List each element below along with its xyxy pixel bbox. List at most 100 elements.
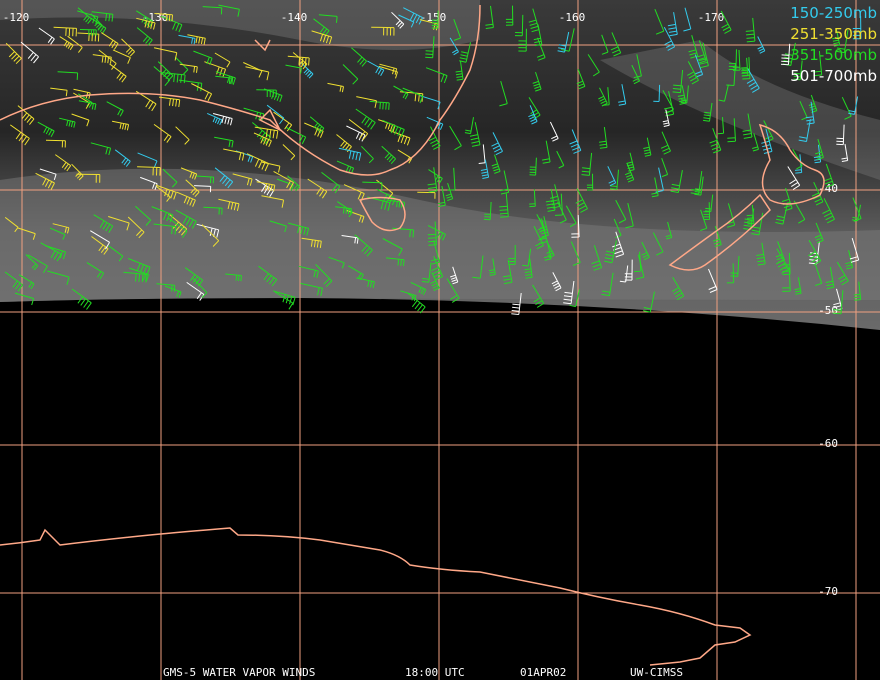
footer-text: GMS-5 WATER VAPOR WINDS [163,666,315,679]
wind-barb [545,240,555,259]
wind-barb [633,54,642,79]
wind-barb [287,55,310,66]
footer: GMS-5 WATER VAPOR WINDS 18:00 UTC 01APR02 U… [163,666,683,679]
wind-barb [253,132,272,148]
wind-barb [321,172,341,194]
wind-barb [388,199,406,209]
wind-barb [313,18,330,37]
wind-barb [232,173,253,186]
wind-barb [77,32,100,42]
wind-barb [254,126,279,139]
wind-barb [157,61,174,82]
wind-barb [195,175,215,184]
wind-barb [430,272,440,291]
wind-barb [59,36,74,51]
wind-barb [53,26,77,37]
wind-barb [836,124,845,146]
wind-barb [505,5,514,26]
wind-barb [663,26,676,51]
wind-barb [269,220,287,233]
wind-barb [775,241,785,263]
latitude-label: -50 [818,304,838,317]
wind-barb [273,170,294,190]
wind-barb [651,177,659,198]
wind-barb [798,119,811,142]
wind-barb [670,170,683,193]
wind-barb [91,11,114,22]
wind-barb [428,126,441,150]
wind-barb [528,105,538,125]
wind-barb [218,4,240,17]
wind-barb [112,120,130,131]
wind-barb [665,221,673,240]
wind-barb [718,84,729,102]
wind-barb [823,163,834,188]
wind-barb [514,14,524,37]
wind-barb [73,92,91,109]
wind-barb [565,205,577,228]
wind-barb [44,245,67,260]
footer-text: 01APR02 [520,666,566,679]
wind-barb [445,182,454,201]
wind-barb [346,125,366,142]
wind-barb [398,14,415,28]
wind-barb [549,121,559,142]
wind-barb [708,268,718,293]
wind-barb [853,281,862,301]
wind-barb [712,225,722,248]
wind-barb [10,124,30,146]
wind-barb [447,167,456,191]
wind-barb [47,270,70,285]
wind-barb [569,129,582,154]
wind-barb [775,248,790,274]
wind-barb [135,205,152,226]
wind-barb [808,94,818,113]
wind-barb [153,123,172,143]
wind-barb [815,138,824,160]
wind-barb [808,241,820,265]
wind-barb [274,291,294,310]
wind-barb [635,254,645,280]
wind-barb [371,26,395,36]
wind-barb [587,54,600,77]
wind-barb [787,166,801,190]
wind-barb [301,237,322,249]
wind-barb [27,254,48,274]
coastline [0,527,752,666]
wind-barb [663,91,675,117]
wind-barb [612,231,625,258]
wind-barb [381,145,396,165]
wind-barb [38,27,55,45]
wind-barb [775,202,789,225]
wind-barb [37,121,55,137]
wind-barb [825,266,835,290]
wind-barb [841,143,849,162]
wind-barb [727,118,736,143]
wind-barb [86,262,105,280]
wind-barb [266,104,285,125]
wind-barb [282,144,296,161]
wind-barb [671,276,685,301]
wind-barb [660,131,671,155]
wind-barb [743,208,755,231]
wind-barb [202,6,223,15]
wind-barb [78,100,97,110]
wind-barb [35,172,55,190]
wind-barb [599,127,608,149]
wind-barb [392,227,415,238]
wind-barb [696,40,707,64]
wind-barb [25,254,39,271]
wind-barb [794,277,802,295]
wind-barb [101,32,119,50]
wind-barb [480,159,490,179]
wind-barb [108,216,130,231]
wind-barb [93,214,114,233]
wind-barb [382,119,405,138]
wind-barb [204,61,227,77]
wind-barb [90,142,112,156]
wind-barb [286,127,307,145]
wind-barb [688,35,699,59]
wind-barb [781,187,793,212]
wind-barb [49,227,66,240]
